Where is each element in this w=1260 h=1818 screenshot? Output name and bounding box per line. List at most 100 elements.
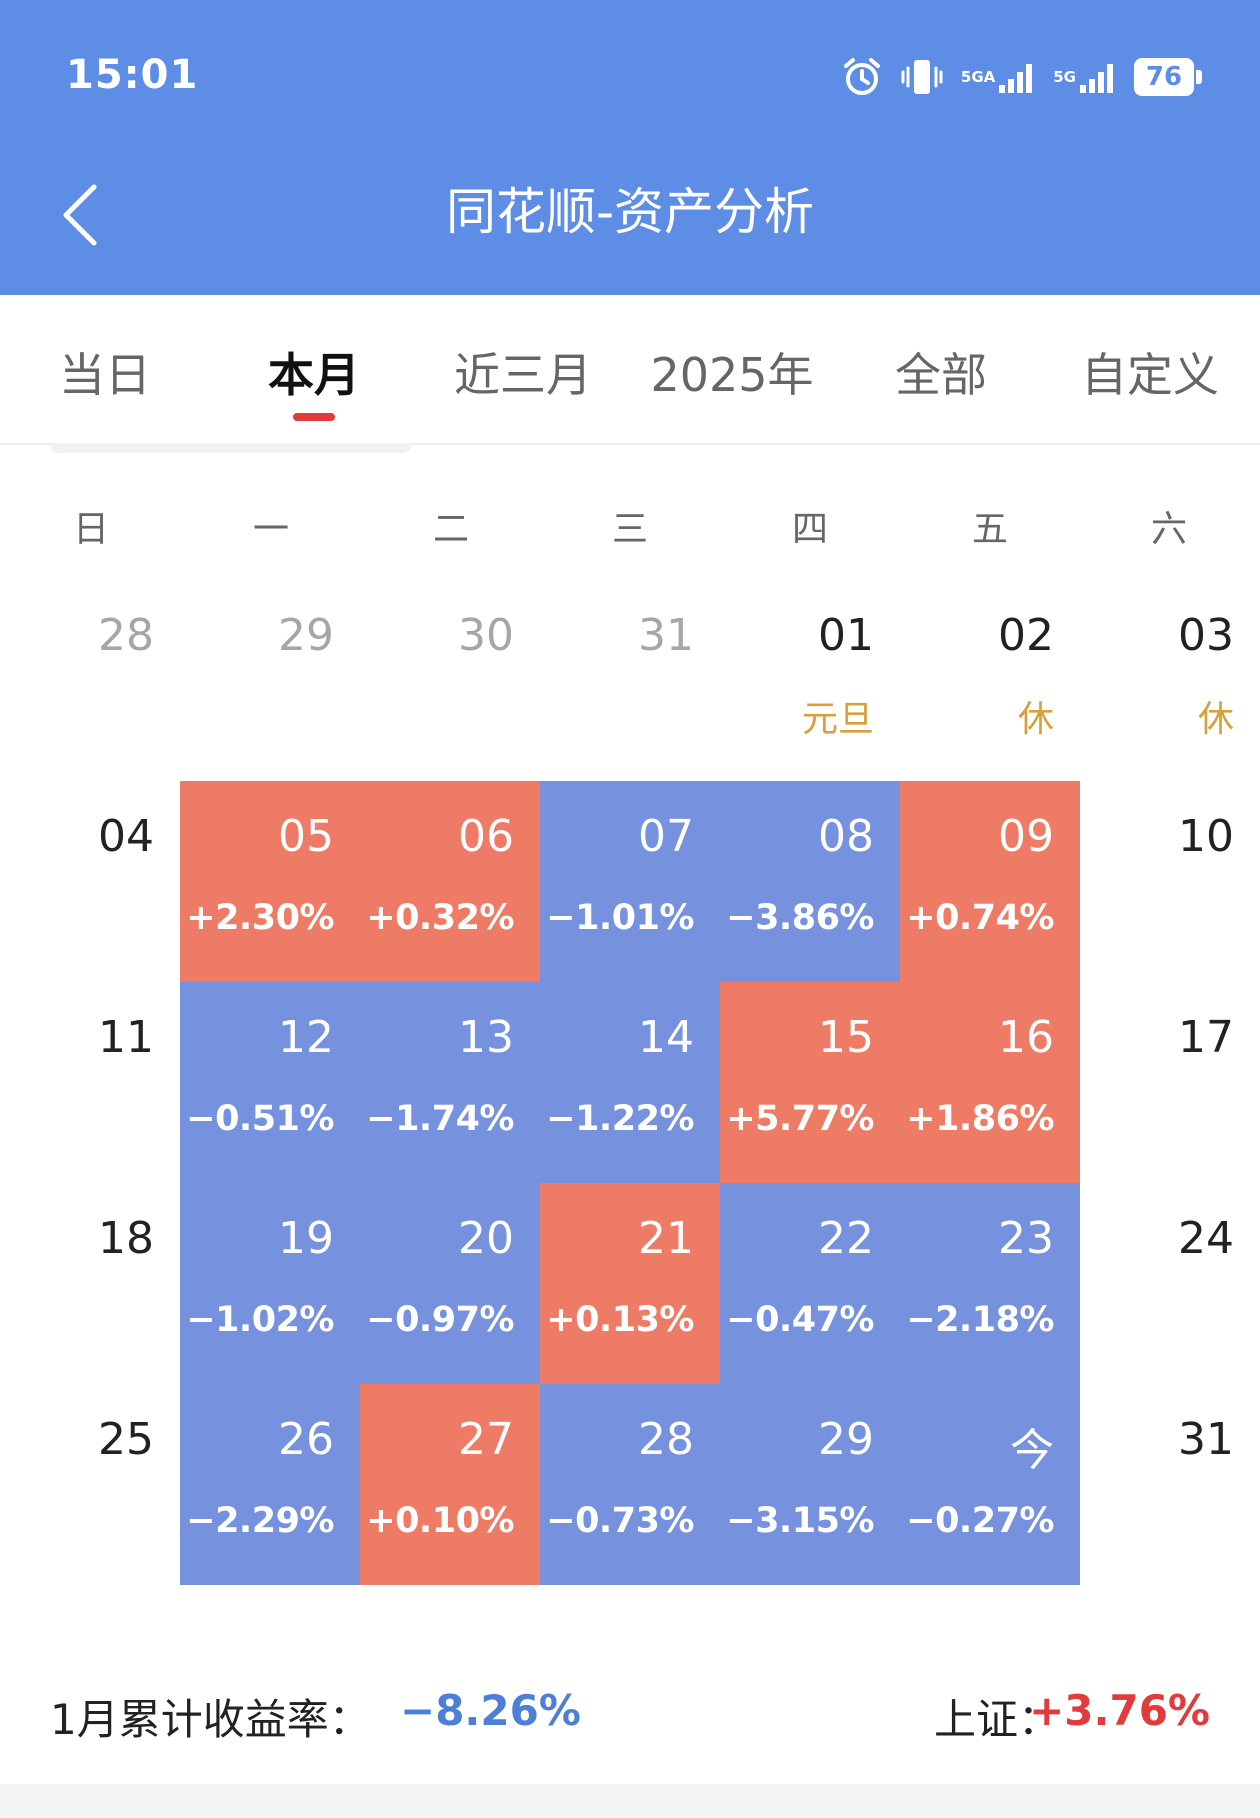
index-value: +3.76%	[1029, 1686, 1210, 1735]
chevron-left-icon	[63, 184, 97, 246]
calendar-day-cell: 25	[0, 1384, 180, 1585]
daily-return: −3.86%	[726, 898, 874, 938]
calendar-day-cell[interactable]: 12 −0.51%	[180, 982, 360, 1183]
tab-this-month[interactable]: 本月	[268, 348, 360, 402]
weekday-sat: 六	[1150, 509, 1188, 550]
weekday-sun: 日	[72, 509, 110, 550]
weekday-mon: 一	[252, 509, 290, 550]
dropdown-shadow	[50, 443, 412, 453]
tab-all[interactable]: 全部	[895, 348, 987, 402]
tab-today[interactable]: 当日	[59, 348, 151, 402]
day-number: 28	[638, 1414, 694, 1465]
calendar-day-cell: 02 休	[900, 580, 1080, 781]
daily-return: +5.77%	[726, 1099, 874, 1139]
calendar-day-cell[interactable]: 21 +0.13%	[540, 1183, 720, 1384]
calendar-day-cell[interactable]: 29 −3.15%	[720, 1384, 900, 1585]
calendar-day-cell[interactable]: 22 −0.47%	[720, 1183, 900, 1384]
calendar-day-cell: 28	[0, 580, 180, 781]
day-number: 15	[818, 1012, 874, 1063]
daily-return: −0.47%	[726, 1300, 874, 1340]
day-number: 18	[98, 1213, 154, 1264]
calendar-day-cell[interactable]: 15 +5.77%	[720, 982, 900, 1183]
daily-return: +1.86%	[906, 1099, 1054, 1139]
calendar-day-cell[interactable]: 06 +0.32%	[360, 781, 540, 982]
day-number: 13	[458, 1012, 514, 1063]
day-number: 07	[638, 811, 694, 862]
daily-return: −1.74%	[366, 1099, 514, 1139]
calendar-day-cell[interactable]: 09 +0.74%	[900, 781, 1080, 982]
daily-return: −3.15%	[726, 1501, 874, 1541]
daily-return: −1.22%	[546, 1099, 694, 1139]
cumulative-return-label: 1月累计收益率：	[50, 1695, 371, 1744]
back-button[interactable]	[50, 180, 110, 250]
period-tabs: 当日 本月 近三月 2025年 全部 自定义	[0, 295, 1260, 445]
day-number: 今	[1010, 1425, 1054, 1476]
battery-icon: 76	[1134, 58, 1202, 96]
month-summary: 1月累计收益率： −8.26% 上证： +3.76%	[0, 1640, 1260, 1744]
day-number: 29	[278, 610, 334, 661]
calendar-day-cell[interactable]: 13 −1.74%	[360, 982, 540, 1183]
calendar-day-cell[interactable]: 07 −1.01%	[540, 781, 720, 982]
calendar-day-cell[interactable]: 20 −0.97%	[360, 1183, 540, 1384]
day-number: 10	[1178, 811, 1234, 862]
calendar-day-cell: 29	[180, 580, 360, 781]
calendar-day-cell: 17	[1080, 982, 1260, 1183]
calendar-day-cell[interactable]: 27 +0.10%	[360, 1384, 540, 1585]
tab-three-months[interactable]: 近三月	[454, 348, 592, 402]
daily-return: +2.30%	[186, 898, 334, 938]
vibrate-icon	[899, 56, 945, 98]
calendar-day-cell[interactable]: 08 −3.86%	[720, 781, 900, 982]
bottom-strip	[0, 1784, 1260, 1818]
day-number: 24	[1178, 1213, 1234, 1264]
day-number: 14	[638, 1012, 694, 1063]
day-number: 28	[98, 610, 154, 661]
calendar-day-cell[interactable]: 19 −1.02%	[180, 1183, 360, 1384]
day-number: 30	[458, 610, 514, 661]
calendar-day-cell: 31	[540, 580, 720, 781]
day-number: 16	[998, 1012, 1054, 1063]
calendar-day-cell: 24	[1080, 1183, 1260, 1384]
calendar-day-cell: 03 休	[1080, 580, 1260, 781]
tab-custom[interactable]: 自定义	[1081, 348, 1219, 402]
day-number: 08	[818, 811, 874, 862]
calendar-day-cell[interactable]: 26 −2.29%	[180, 1384, 360, 1585]
daily-return: +0.13%	[546, 1300, 694, 1340]
battery-level: 76	[1145, 62, 1183, 92]
signal-5g-icon: 5G	[1053, 59, 1118, 95]
net-label-1: 5GA	[960, 67, 996, 86]
calendar-day-cell[interactable]: 今 −0.27%	[900, 1384, 1080, 1585]
active-tab-indicator	[293, 413, 335, 421]
calendar-day-cell[interactable]: 14 −1.22%	[540, 982, 720, 1183]
calendar-day-cell[interactable]: 28 −0.73%	[540, 1384, 720, 1585]
day-number: 17	[1178, 1012, 1234, 1063]
status-icons: 5GA 5G 76	[841, 54, 1202, 100]
calendar-day-cell: 04	[0, 781, 180, 982]
calendar-day-cell: 30	[360, 580, 540, 781]
day-number: 12	[278, 1012, 334, 1063]
day-number: 29	[818, 1414, 874, 1465]
signal-5ga-icon: 5GA	[961, 59, 1037, 95]
day-number: 03	[1178, 610, 1234, 661]
day-number: 19	[278, 1213, 334, 1264]
calendar-day-cell[interactable]: 16 +1.86%	[900, 982, 1080, 1183]
daily-return: −0.27%	[906, 1501, 1054, 1541]
page-title: 同花顺-资产分析	[445, 183, 815, 241]
daily-return: −2.18%	[906, 1300, 1054, 1340]
weekday-tue: 二	[432, 509, 470, 550]
calendar-day-cell[interactable]: 05 +2.30%	[180, 781, 360, 982]
daily-return: −2.29%	[186, 1501, 334, 1541]
day-number: 09	[998, 811, 1054, 862]
day-number: 04	[98, 811, 154, 862]
day-number: 11	[98, 1012, 154, 1063]
calendar-day-cell[interactable]: 23 −2.18%	[900, 1183, 1080, 1384]
day-number: 31	[1178, 1414, 1234, 1465]
index-label: 上证：	[933, 1695, 1060, 1744]
calendar-day-cell: 10	[1080, 781, 1260, 982]
tab-year[interactable]: 2025年	[650, 348, 814, 402]
daily-return: −0.73%	[546, 1501, 694, 1541]
calendar-day-cell: 11	[0, 982, 180, 1183]
day-number: 31	[638, 610, 694, 661]
day-number: 06	[458, 811, 514, 862]
day-number: 20	[458, 1213, 514, 1264]
